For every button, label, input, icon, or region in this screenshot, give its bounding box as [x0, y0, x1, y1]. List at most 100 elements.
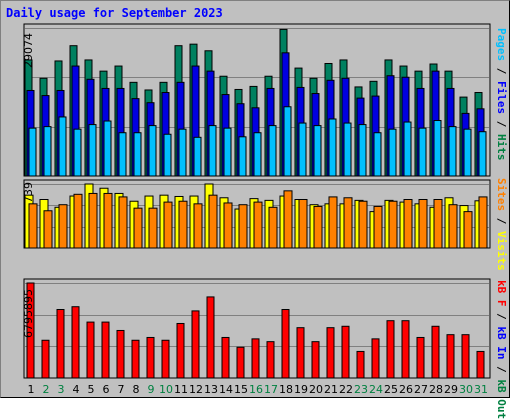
- sites-bar: [133, 207, 143, 249]
- day-label: 11: [174, 383, 188, 396]
- day-label: 26: [399, 383, 413, 396]
- kbytes-bar: [446, 334, 455, 379]
- kbytes-bar: [251, 338, 260, 379]
- sites-bar: [433, 199, 443, 249]
- kbytes-bar: [371, 338, 380, 379]
- pages-bar: [283, 106, 292, 177]
- pages-bar: [58, 116, 67, 177]
- kbytes-bar: [41, 339, 50, 379]
- day-label: 28: [429, 383, 443, 396]
- kbytes-bar: [461, 334, 470, 379]
- day-label: 3: [58, 383, 65, 396]
- pages-bar: [103, 120, 112, 177]
- bottom-max-label: 6795895: [22, 289, 35, 338]
- day-label: 20: [309, 383, 323, 396]
- sites-bar: [253, 201, 263, 249]
- top-legend: Pages / Files / Hits: [495, 28, 508, 161]
- pages-bar: [148, 125, 157, 177]
- day-label: 15: [234, 383, 248, 396]
- day-label: 6: [103, 383, 110, 396]
- sites-bar: [148, 207, 158, 249]
- mid-max-label: 739: [22, 182, 35, 203]
- bottom-legend: kB F / kB In / kB Out: [495, 280, 508, 419]
- day-label: 12: [189, 383, 203, 396]
- kbytes-bar: [341, 325, 350, 379]
- bottom-legend-item: kB F: [495, 280, 508, 307]
- kbytes-bar: [266, 341, 275, 379]
- pages-bar: [178, 128, 187, 177]
- pages-bar: [478, 131, 487, 177]
- pages-bar: [343, 122, 352, 177]
- pages-bar: [268, 125, 277, 177]
- sites-bar: [208, 194, 218, 249]
- mid-legend: Sites / Visits: [495, 178, 508, 271]
- pages-bar: [43, 126, 52, 177]
- kbytes-bar: [86, 321, 95, 379]
- sites-bar: [223, 202, 233, 249]
- kbytes-bar: [416, 336, 425, 379]
- pages-bar: [253, 132, 262, 177]
- day-label: 30: [459, 383, 473, 396]
- kbytes-bar: [311, 341, 320, 379]
- pages-bar: [88, 124, 97, 177]
- pages-bar: [418, 127, 427, 177]
- day-label: 19: [294, 383, 308, 396]
- sites-bar: [73, 193, 83, 249]
- day-label: 16: [249, 383, 263, 396]
- kbytes-bar: [431, 325, 440, 379]
- pages-bar: [403, 121, 412, 177]
- top-legend-item: Pages: [495, 28, 508, 62]
- day-label: 5: [88, 383, 95, 396]
- top-legend-item: /: [495, 114, 508, 134]
- sites-bar: [388, 200, 398, 249]
- kbytes-bar: [476, 350, 485, 379]
- sites-bar: [118, 196, 128, 249]
- top-max-label: 29074: [22, 33, 35, 68]
- sites-bar: [193, 203, 203, 249]
- kbytes-bar: [236, 346, 245, 379]
- kbytes-bar: [101, 321, 110, 379]
- day-label: 8: [133, 383, 140, 396]
- bottom-legend-item: /: [495, 306, 508, 327]
- kbytes-bar: [296, 327, 305, 379]
- day-label: 22: [339, 383, 353, 396]
- kbytes-bar: [356, 350, 365, 379]
- kbytes-bar: [221, 336, 230, 379]
- sites-bar: [43, 210, 53, 249]
- kbytes-bar: [56, 309, 65, 379]
- day-label: 24: [369, 383, 383, 396]
- kbytes-bar: [281, 309, 290, 379]
- pages-bar: [433, 120, 442, 177]
- day-label: 17: [264, 383, 278, 396]
- day-label: 25: [384, 383, 398, 396]
- pages-bar: [358, 124, 367, 177]
- day-label: 29: [444, 383, 458, 396]
- day-label: 4: [73, 383, 80, 396]
- day-label: 14: [219, 383, 233, 396]
- kbytes-bar: [206, 296, 215, 379]
- sites-bar: [163, 201, 173, 249]
- pages-bar: [73, 128, 82, 177]
- sites-bar: [463, 211, 473, 249]
- pages-bar: [238, 136, 247, 177]
- sites-bar: [373, 205, 383, 249]
- kbytes-bar: [146, 336, 155, 379]
- sites-bar: [298, 199, 308, 249]
- pages-bar: [208, 125, 217, 177]
- sites-bar: [28, 203, 38, 249]
- pages-bar: [328, 118, 337, 177]
- pages-bar: [373, 132, 382, 177]
- pages-bar: [133, 132, 142, 177]
- sites-bar: [328, 196, 338, 249]
- mid-legend-item: /: [495, 211, 508, 231]
- top-legend-item: Hits: [495, 134, 508, 161]
- pages-bar: [28, 127, 37, 177]
- kbytes-bar: [191, 310, 200, 379]
- sites-bar: [448, 204, 458, 249]
- top-legend-item: /: [495, 61, 508, 81]
- pages-bar: [298, 122, 307, 177]
- sites-bar: [358, 200, 368, 249]
- pages-bar: [388, 128, 397, 177]
- day-label: 23: [354, 383, 368, 396]
- sites-bar: [268, 206, 278, 249]
